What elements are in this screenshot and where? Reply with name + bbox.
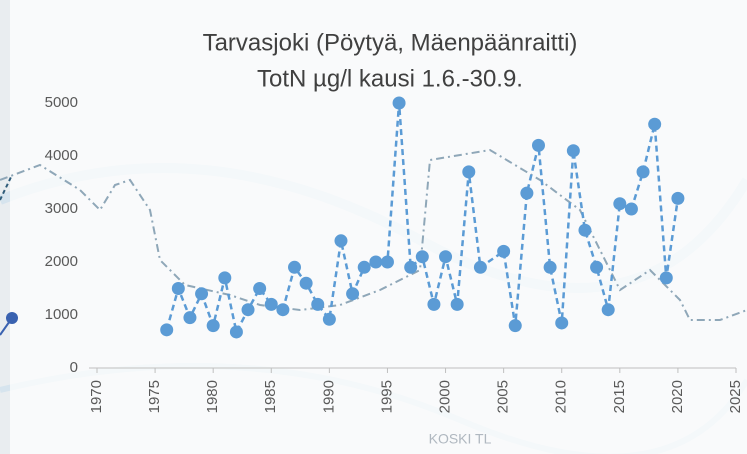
x-tick-label: 2000	[437, 380, 454, 413]
x-tick-label: 2005	[495, 380, 512, 413]
x-tick-label: 2015	[611, 380, 628, 413]
x-tick-label: 1985	[262, 380, 279, 413]
data-point	[171, 282, 185, 295]
data-point	[195, 287, 209, 301]
data-point	[601, 303, 615, 317]
data-point	[439, 250, 453, 264]
data-point	[520, 186, 534, 200]
map-label: KOSKI TL	[429, 431, 492, 447]
data-point	[508, 319, 522, 333]
data-point	[206, 319, 220, 333]
data-point	[566, 144, 580, 158]
x-tick-label: 1975	[146, 380, 163, 413]
x-tick-label: 2010	[553, 380, 570, 413]
data-point	[322, 312, 336, 326]
x-tick-label: 1995	[378, 380, 395, 413]
data-point	[299, 276, 313, 290]
data-point	[497, 244, 511, 258]
data-point	[253, 282, 267, 295]
data-point	[427, 297, 441, 311]
x-tick-label: 1980	[204, 380, 221, 413]
data-point	[288, 260, 302, 274]
data-point	[636, 165, 650, 179]
chart-title: Tarvasjoki (Pöytyä, Mäenpäänraitti)	[203, 29, 578, 56]
data-point	[555, 316, 569, 330]
data-point	[590, 260, 604, 274]
data-point	[613, 197, 627, 211]
data-point	[264, 297, 278, 311]
data-point	[392, 96, 406, 110]
y-tick-label: 5000	[45, 94, 78, 111]
data-point	[183, 311, 197, 325]
data-point	[229, 325, 243, 339]
x-tick-label: 1990	[320, 380, 337, 413]
y-tick-label: 2000	[45, 253, 78, 270]
data-point	[311, 297, 325, 311]
x-tick-label: 1970	[88, 380, 105, 413]
y-tick-label: 1000	[45, 306, 78, 323]
data-point	[543, 260, 557, 274]
data-point	[404, 260, 418, 274]
x-tick-label: 2025	[727, 380, 744, 413]
data-point	[415, 250, 429, 264]
y-tick-label: 0	[70, 359, 78, 376]
data-point	[241, 303, 255, 317]
data-point	[671, 191, 685, 205]
data-point	[380, 255, 394, 269]
data-point	[531, 138, 545, 152]
data-point	[473, 260, 487, 274]
data-point	[369, 255, 383, 269]
data-point	[334, 234, 348, 248]
data-point	[578, 223, 592, 237]
data-point	[624, 202, 638, 216]
data-point	[450, 297, 464, 311]
data-point	[462, 165, 476, 179]
data-point	[357, 260, 371, 274]
data-point	[218, 271, 232, 285]
y-tick-label: 3000	[45, 200, 78, 217]
y-tick-label: 4000	[45, 147, 78, 164]
x-tick-label: 2020	[669, 380, 686, 413]
data-point	[346, 287, 360, 301]
chart-subtitle: TotN µg/l kausi 1.6.-30.9.	[257, 65, 523, 92]
data-point	[276, 303, 290, 317]
data-point	[659, 271, 673, 285]
data-point	[648, 117, 662, 131]
data-point	[160, 323, 174, 337]
